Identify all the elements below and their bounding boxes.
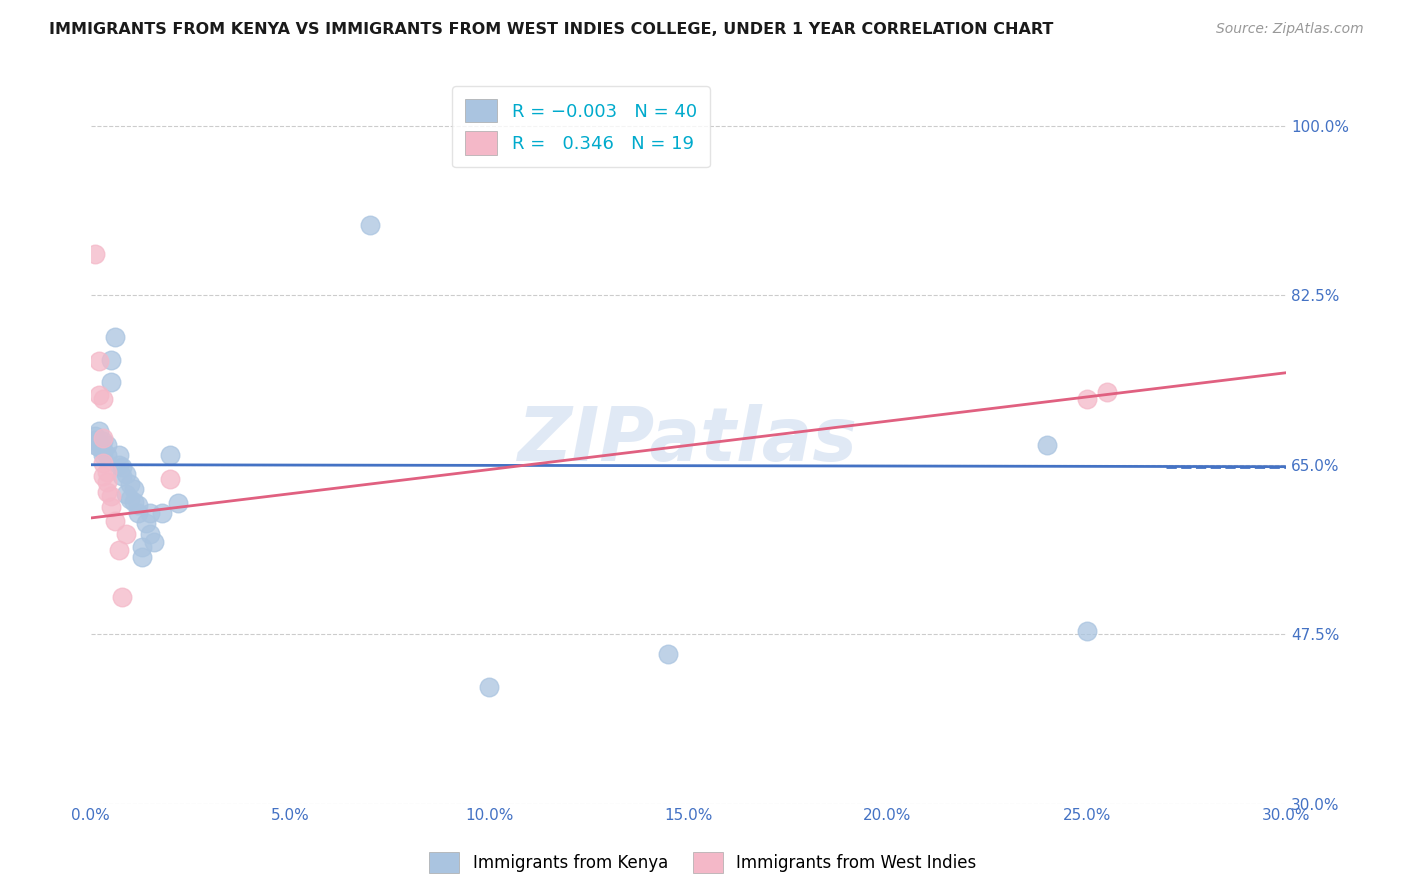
Point	[159, 448, 181, 462]
Point	[150, 506, 173, 520]
Point	[478, 681, 501, 695]
Point	[359, 218, 381, 232]
Point	[159, 472, 181, 486]
Point	[83, 433, 105, 447]
Point	[87, 424, 110, 438]
Point	[107, 543, 129, 558]
Point	[87, 440, 110, 454]
Point	[127, 499, 149, 513]
Point	[91, 469, 114, 483]
Point	[91, 392, 114, 406]
Point	[91, 456, 114, 470]
Point	[657, 647, 679, 661]
Point	[96, 475, 118, 490]
Text: ZIPatlas: ZIPatlas	[519, 404, 858, 477]
Point	[115, 467, 138, 482]
Point	[96, 465, 118, 479]
Point	[120, 491, 142, 506]
Point	[1095, 385, 1118, 400]
Point	[167, 496, 190, 510]
Point	[91, 434, 114, 448]
Point	[127, 506, 149, 520]
Point	[100, 353, 122, 368]
Point	[1036, 438, 1059, 452]
Point	[100, 376, 122, 390]
Point	[83, 438, 105, 452]
Point	[115, 487, 138, 501]
Point	[111, 459, 134, 474]
Point	[103, 514, 125, 528]
Point	[103, 330, 125, 344]
Point	[96, 438, 118, 452]
Point	[87, 388, 110, 402]
Point	[111, 591, 134, 605]
Text: Source: ZipAtlas.com: Source: ZipAtlas.com	[1216, 22, 1364, 37]
Point	[124, 494, 146, 508]
Point	[143, 535, 166, 549]
Point	[83, 246, 105, 260]
Point	[1076, 624, 1098, 639]
Legend: Immigrants from Kenya, Immigrants from West Indies: Immigrants from Kenya, Immigrants from W…	[423, 846, 983, 880]
Point	[96, 448, 118, 462]
Point	[107, 448, 129, 462]
Point	[131, 540, 153, 554]
Legend: R = −0.003   N = 40, R =   0.346   N = 19: R = −0.003 N = 40, R = 0.346 N = 19	[453, 87, 710, 167]
Point	[111, 469, 134, 483]
Point	[139, 506, 162, 520]
Point	[91, 431, 114, 445]
Point	[1076, 392, 1098, 406]
Point	[96, 484, 118, 499]
Point	[83, 428, 105, 442]
Point	[100, 500, 122, 515]
Point	[139, 527, 162, 541]
Point	[87, 354, 110, 368]
Point	[91, 443, 114, 458]
Point	[100, 489, 122, 503]
Point	[87, 436, 110, 450]
Text: IMMIGRANTS FROM KENYA VS IMMIGRANTS FROM WEST INDIES COLLEGE, UNDER 1 YEAR CORRE: IMMIGRANTS FROM KENYA VS IMMIGRANTS FROM…	[49, 22, 1053, 37]
Point	[120, 477, 142, 491]
Point	[91, 448, 114, 462]
Point	[107, 458, 129, 472]
Point	[115, 527, 138, 541]
Point	[135, 516, 157, 530]
Point	[124, 482, 146, 496]
Point	[131, 549, 153, 564]
